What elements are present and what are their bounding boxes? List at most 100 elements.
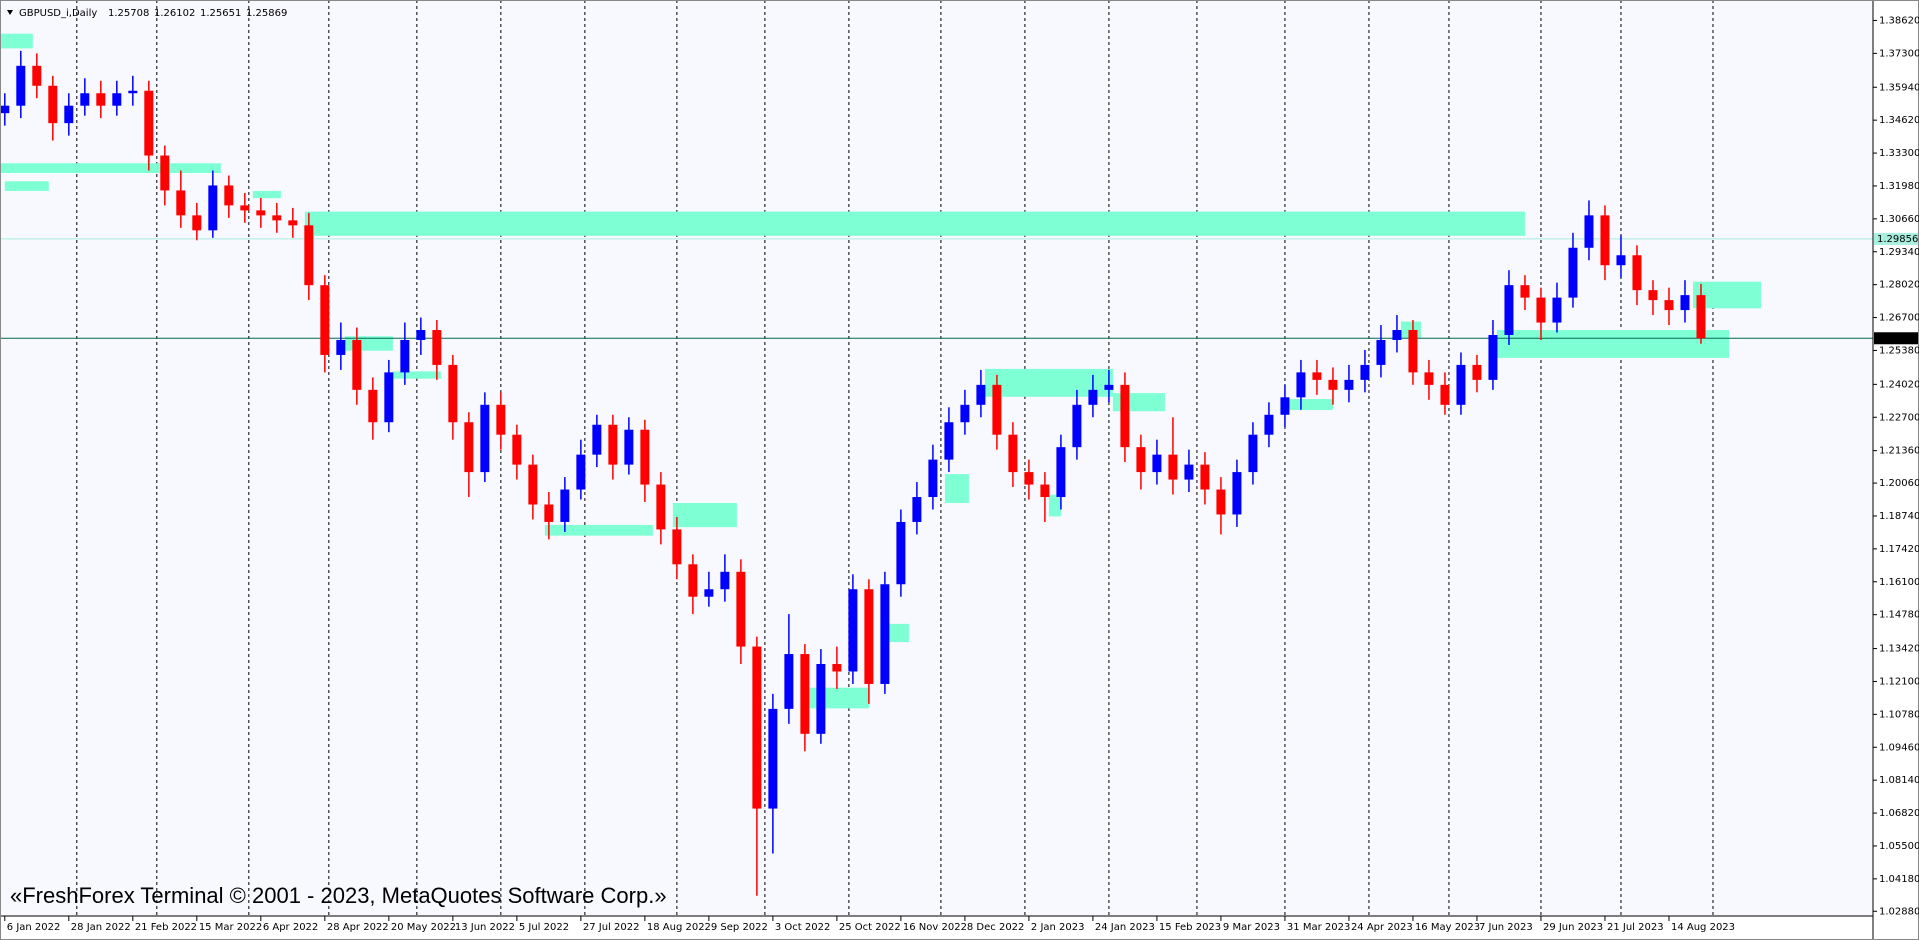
candle-body <box>400 339 410 373</box>
y-tick-label: 1.29340 <box>1879 247 1919 258</box>
candle-body <box>1408 330 1418 373</box>
watermark: «FreshForex Terminal © 2001 - 2023, Meta… <box>10 883 667 908</box>
candle-body <box>1680 295 1690 311</box>
candle-body <box>1456 364 1466 405</box>
x-tick-label: 9 Sep 2022 <box>711 922 768 933</box>
candle-body <box>1024 472 1034 485</box>
x-tick-label: 2 Jan 2023 <box>1031 922 1085 933</box>
candle-body <box>672 529 682 565</box>
candle-body <box>1520 285 1530 298</box>
candle-body <box>0 105 10 114</box>
x-tick-label: 25 Oct 2022 <box>839 922 901 933</box>
candle-body <box>704 589 714 597</box>
candle-body <box>960 404 970 423</box>
candle-body <box>1504 285 1514 336</box>
x-tick-label: 9 Mar 2023 <box>1223 922 1280 933</box>
candle-body <box>368 389 378 423</box>
candle-body <box>1424 372 1434 385</box>
candle-body <box>1696 295 1706 339</box>
candle-body <box>848 589 858 672</box>
candle-body <box>496 404 506 435</box>
candle-body <box>864 589 874 684</box>
candle-body <box>528 464 538 505</box>
y-tick-label: 1.31980 <box>1879 181 1919 192</box>
x-tick-label: 3 Oct 2022 <box>775 922 830 933</box>
candle-body <box>1664 300 1674 311</box>
candle-body <box>448 364 458 423</box>
x-tick-label: 7 Jun 2023 <box>1479 922 1533 933</box>
x-tick-label: 21 Jul 2023 <box>1607 922 1664 933</box>
zone <box>884 623 909 643</box>
candle-body <box>1056 447 1066 498</box>
candle-body <box>160 155 170 191</box>
candle-body <box>880 584 890 684</box>
x-tick-label: 21 Feb 2022 <box>135 922 197 933</box>
candle-body <box>1088 389 1098 405</box>
candle-body <box>320 285 330 355</box>
candle-body <box>144 90 154 156</box>
candle-body <box>224 185 234 206</box>
candle-body <box>464 422 474 473</box>
x-tick-label: 24 Jan 2023 <box>1095 922 1155 933</box>
candle-body <box>1152 454 1162 473</box>
candle-body <box>1488 335 1498 380</box>
candle-body <box>1248 434 1258 473</box>
candle-body <box>688 564 698 597</box>
x-tick-label: 16 May 2023 <box>1415 922 1480 933</box>
candle-body <box>1472 364 1482 380</box>
y-tick-label: 1.02880 <box>1879 906 1919 917</box>
candle-body <box>912 497 922 522</box>
y-tick-label: 1.34620 <box>1879 115 1919 126</box>
candle-body <box>768 708 778 809</box>
candle-body <box>96 93 106 106</box>
zone <box>392 371 441 379</box>
candle-body <box>176 190 186 216</box>
menu-arrow <box>7 10 13 15</box>
candle-body <box>1216 489 1226 515</box>
candle-body <box>560 489 570 522</box>
candle-body <box>192 215 202 231</box>
candle-body <box>1584 215 1594 248</box>
candle-body <box>640 429 650 485</box>
x-tick-label: 29 Jun 2023 <box>1543 922 1603 933</box>
price-label-box <box>1874 232 1918 245</box>
candle-body <box>1648 290 1658 301</box>
x-tick-label: 6 Apr 2022 <box>263 922 318 933</box>
y-tick-label: 1.18740 <box>1879 511 1919 522</box>
x-tick-label: 31 Mar 2023 <box>1287 922 1350 933</box>
candle-body <box>1328 379 1338 390</box>
price-label: 1.25869 <box>1877 333 1918 344</box>
x-tick-label: 6 Jan 2022 <box>7 922 61 933</box>
candle-body <box>336 339 346 355</box>
candle-body <box>1600 215 1610 266</box>
candle-body <box>240 205 250 211</box>
y-tick-label: 1.12100 <box>1879 676 1919 687</box>
candle-body <box>1008 434 1018 473</box>
candle-body <box>1376 339 1386 365</box>
y-tick-label: 1.26700 <box>1879 313 1919 324</box>
candle-body <box>976 384 986 405</box>
x-tick-label: 5 Jul 2022 <box>519 922 569 933</box>
candle-body <box>1552 297 1562 323</box>
y-tick-label: 1.17420 <box>1879 544 1919 555</box>
y-tick-label: 1.05500 <box>1879 841 1919 852</box>
y-tick-label: 1.37300 <box>1879 48 1919 59</box>
y-tick-label: 1.35940 <box>1879 82 1919 93</box>
candle-body <box>352 339 362 390</box>
candle-body <box>256 210 266 216</box>
candle-body <box>1568 247 1578 298</box>
candle-body <box>944 422 954 460</box>
candle-body <box>1136 447 1146 473</box>
candle-body <box>1616 255 1626 266</box>
y-tick-label: 1.06820 <box>1879 808 1919 819</box>
candle-body <box>1632 255 1642 291</box>
candle-body <box>736 571 746 647</box>
y-tick-label: 1.10780 <box>1879 709 1919 720</box>
separators <box>76 0 1714 916</box>
candle-body <box>1280 397 1290 415</box>
plot-background <box>0 0 1873 916</box>
candle-body <box>128 90 138 94</box>
candle-body <box>608 424 618 465</box>
x-tick-label: 20 May 2022 <box>391 922 456 933</box>
